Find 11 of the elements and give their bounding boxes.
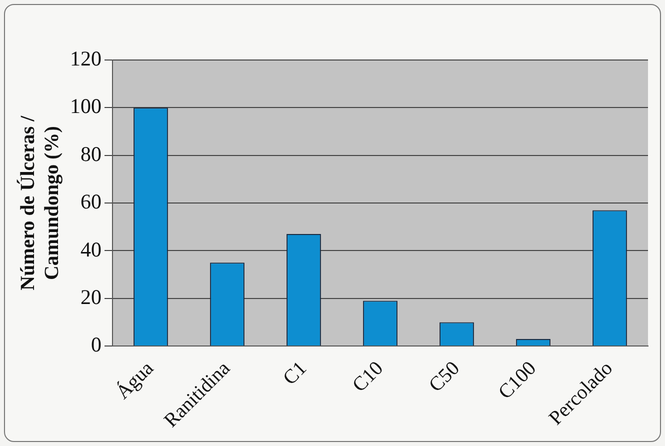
x-tick-label: C50 xyxy=(424,357,464,396)
y-tick-label: 100 xyxy=(70,94,102,118)
x-tick-label: C1 xyxy=(278,357,311,390)
x-tick-label: C10 xyxy=(348,357,388,396)
y-tick-label: 20 xyxy=(80,284,102,309)
y-tick-label: 80 xyxy=(80,142,102,166)
y-axis-title: Número de Úlceras / Camundongo (%) xyxy=(16,115,64,290)
y-tick-label: 120 xyxy=(70,46,102,71)
y-tick-label: 0 xyxy=(91,332,102,357)
y-tick-label: 40 xyxy=(80,237,102,262)
y-tick-label: 60 xyxy=(80,190,102,214)
